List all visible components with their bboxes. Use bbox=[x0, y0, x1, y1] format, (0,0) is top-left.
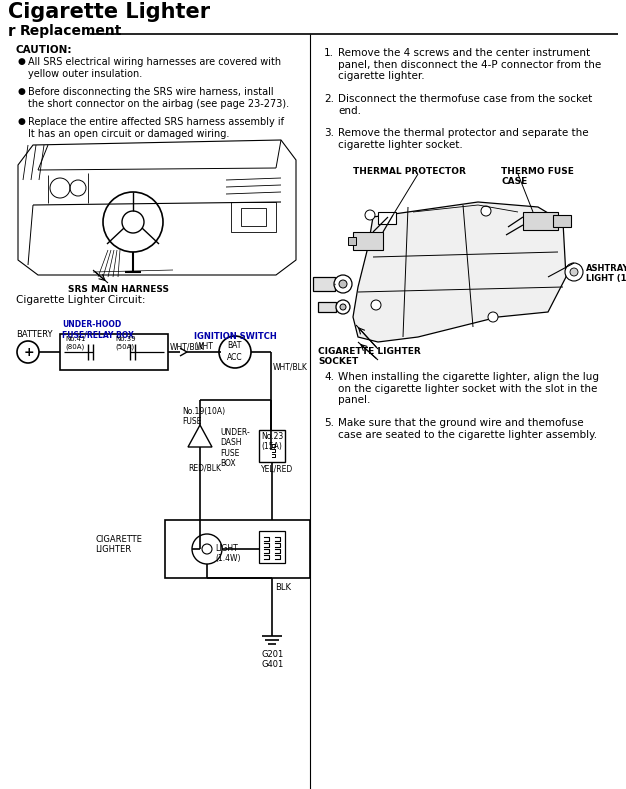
Text: 4.: 4. bbox=[324, 372, 334, 382]
Bar bbox=[231, 202, 276, 232]
Text: No.39
(50A): No.39 (50A) bbox=[115, 336, 136, 350]
Text: UNDER-HOOD
FUSE/RELAY BOX: UNDER-HOOD FUSE/RELAY BOX bbox=[62, 320, 134, 339]
Text: All SRS electrical wiring harnesses are covered with
yellow outer insulation.: All SRS electrical wiring harnesses are … bbox=[28, 57, 281, 79]
Circle shape bbox=[336, 300, 350, 314]
Bar bbox=[60, 334, 168, 370]
Text: Cigarette Lighter: Cigarette Lighter bbox=[8, 2, 210, 22]
Bar bbox=[259, 430, 285, 462]
Text: BATTERY: BATTERY bbox=[16, 330, 53, 339]
Text: Replace the entire affected SRS harness assembly if
It has an open circuit or da: Replace the entire affected SRS harness … bbox=[28, 117, 284, 139]
Text: 5.: 5. bbox=[324, 418, 334, 428]
Text: BAT: BAT bbox=[227, 341, 242, 350]
Text: WHT/BLK: WHT/BLK bbox=[170, 342, 205, 351]
Text: SRS MAIN HARNESS: SRS MAIN HARNESS bbox=[68, 285, 169, 294]
Text: THERMO FUSE
CASE: THERMO FUSE CASE bbox=[501, 167, 574, 186]
Text: WHT: WHT bbox=[196, 342, 214, 351]
Text: 3.: 3. bbox=[324, 128, 334, 138]
Bar bbox=[378, 212, 396, 224]
Text: +: + bbox=[24, 346, 34, 359]
Circle shape bbox=[334, 275, 352, 293]
Text: No.23
(15A): No.23 (15A) bbox=[261, 432, 283, 451]
Text: CAUTION:: CAUTION: bbox=[16, 45, 73, 55]
Text: WHT/BLK: WHT/BLK bbox=[273, 362, 308, 371]
Text: Remove the thermal protector and separate the
cigarette lighter socket.: Remove the thermal protector and separat… bbox=[338, 128, 588, 150]
Text: CIGARETTE
LIGHTER: CIGARETTE LIGHTER bbox=[95, 535, 142, 555]
Text: CIGARETTE LIGHTER
SOCKET: CIGARETTE LIGHTER SOCKET bbox=[318, 347, 421, 366]
Polygon shape bbox=[188, 425, 212, 447]
Circle shape bbox=[339, 280, 347, 288]
Text: ASHTRAY
LIGHT (1.4W): ASHTRAY LIGHT (1.4W) bbox=[586, 264, 626, 283]
Circle shape bbox=[365, 210, 375, 220]
Text: r: r bbox=[8, 24, 16, 39]
Polygon shape bbox=[353, 202, 566, 342]
Text: RED/BLK: RED/BLK bbox=[188, 463, 221, 472]
Bar bbox=[348, 237, 356, 245]
Text: Make sure that the ground wire and themofuse
case are seated to the cigarette li: Make sure that the ground wire and themo… bbox=[338, 418, 597, 439]
Circle shape bbox=[17, 341, 39, 363]
Circle shape bbox=[219, 336, 251, 368]
Bar bbox=[318, 302, 336, 312]
Circle shape bbox=[481, 206, 491, 216]
Bar bbox=[259, 531, 285, 563]
Text: ●: ● bbox=[18, 87, 26, 96]
Text: YEL/RED: YEL/RED bbox=[261, 464, 293, 473]
Text: No.41
(80A): No.41 (80A) bbox=[65, 336, 86, 350]
Text: ●: ● bbox=[18, 57, 26, 66]
Bar bbox=[165, 520, 310, 578]
Text: When installing the cigarette lighter, align the lug
on the cigarette lighter so: When installing the cigarette lighter, a… bbox=[338, 372, 599, 406]
Circle shape bbox=[202, 544, 212, 554]
Text: Cigarette Lighter Circuit:: Cigarette Lighter Circuit: bbox=[16, 295, 145, 305]
Text: Disconnect the thermofuse case from the socket
end.: Disconnect the thermofuse case from the … bbox=[338, 94, 592, 116]
Text: ●: ● bbox=[18, 117, 26, 126]
Text: ACC: ACC bbox=[227, 353, 243, 362]
Bar bbox=[353, 232, 383, 250]
Text: No.19(10A)
FUSE: No.19(10A) FUSE bbox=[182, 407, 225, 426]
Text: Remove the 4 screws and the center instrument
panel, then disconnect the 4-P con: Remove the 4 screws and the center instr… bbox=[338, 48, 601, 81]
Circle shape bbox=[488, 312, 498, 322]
Text: 2.: 2. bbox=[324, 94, 334, 104]
Circle shape bbox=[103, 192, 163, 252]
Circle shape bbox=[570, 268, 578, 276]
Text: THERMAL PROTECTOR: THERMAL PROTECTOR bbox=[353, 167, 466, 176]
Text: G201
G401: G201 G401 bbox=[262, 650, 284, 669]
Circle shape bbox=[565, 263, 583, 281]
Bar bbox=[523, 212, 558, 230]
Bar bbox=[553, 215, 571, 227]
Circle shape bbox=[371, 300, 381, 310]
Bar bbox=[241, 208, 266, 226]
Text: Replacement: Replacement bbox=[20, 24, 122, 38]
Circle shape bbox=[340, 304, 346, 310]
Polygon shape bbox=[18, 140, 296, 275]
Text: Before disconnecting the SRS wire harness, install
the short connector on the ai: Before disconnecting the SRS wire harnes… bbox=[28, 87, 289, 109]
Circle shape bbox=[122, 211, 144, 233]
Text: UNDER-
DASH
FUSE
BOX: UNDER- DASH FUSE BOX bbox=[220, 428, 250, 468]
Bar bbox=[313, 277, 335, 291]
Text: BLK: BLK bbox=[275, 583, 291, 592]
Text: 1.: 1. bbox=[324, 48, 334, 58]
Text: LIGHT
(1.4W): LIGHT (1.4W) bbox=[215, 544, 240, 563]
Text: IGNITION SWITCH: IGNITION SWITCH bbox=[194, 332, 277, 341]
Circle shape bbox=[192, 534, 222, 564]
